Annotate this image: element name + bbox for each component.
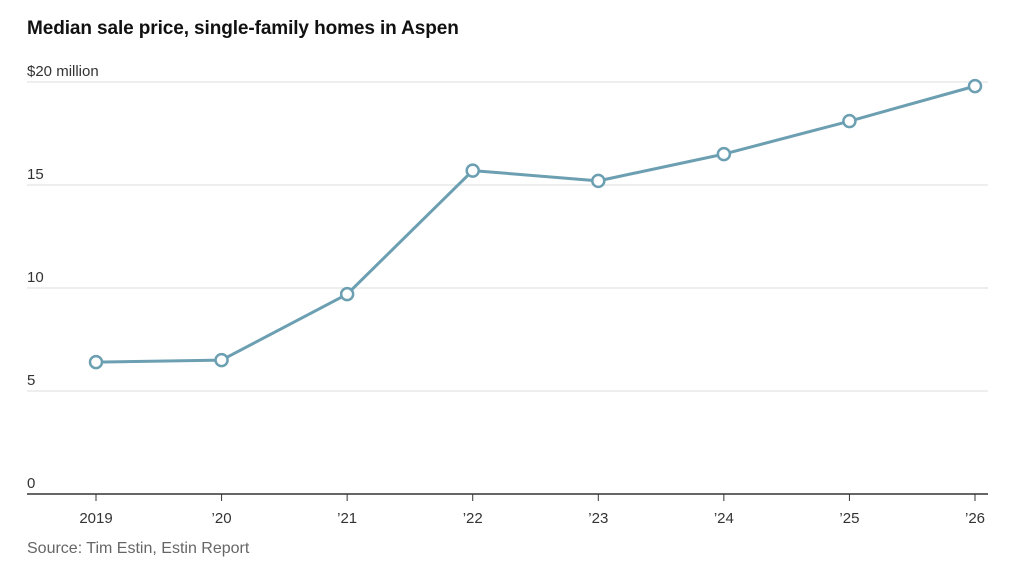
x-tick-label: ’25 (839, 510, 859, 527)
x-tick-label: ’22 (463, 510, 483, 527)
series-line-path (95, 84, 976, 364)
x-tick-label: ’20 (212, 510, 232, 527)
source-note: Source: Tim Estin, Estin Report (27, 540, 250, 557)
x-tick-label: ’21 (337, 510, 357, 527)
series-line (95, 84, 976, 364)
data-points (88, 78, 983, 370)
data-point (967, 78, 983, 94)
x-axis: 2019 ’20 ’21 ’22 ’23 ’24 ’25 ’26 (27, 493, 988, 527)
data-point (842, 113, 857, 129)
data-point (716, 146, 732, 162)
data-point (88, 354, 104, 370)
data-point (339, 286, 355, 302)
y-tick-label: 10 (27, 269, 44, 286)
data-point (465, 163, 480, 178)
y-tick-label: $20 million (27, 63, 99, 80)
y-tick-label: 15 (27, 166, 44, 183)
x-tick-label: ’24 (714, 510, 734, 527)
data-point (591, 173, 606, 189)
x-tick-label: ’23 (588, 510, 608, 527)
y-tick-label: 5 (27, 372, 35, 389)
data-point (214, 352, 229, 368)
gridlines (27, 81, 988, 392)
y-tick-label: 0 (27, 475, 35, 492)
x-tick-label: 2019 (79, 510, 112, 527)
chart-title: Median sale price, single-family homes i… (27, 18, 459, 39)
y-axis-labels: 0 5 10 15 $20 million (27, 63, 99, 492)
x-tick-label: ’26 (965, 510, 985, 527)
